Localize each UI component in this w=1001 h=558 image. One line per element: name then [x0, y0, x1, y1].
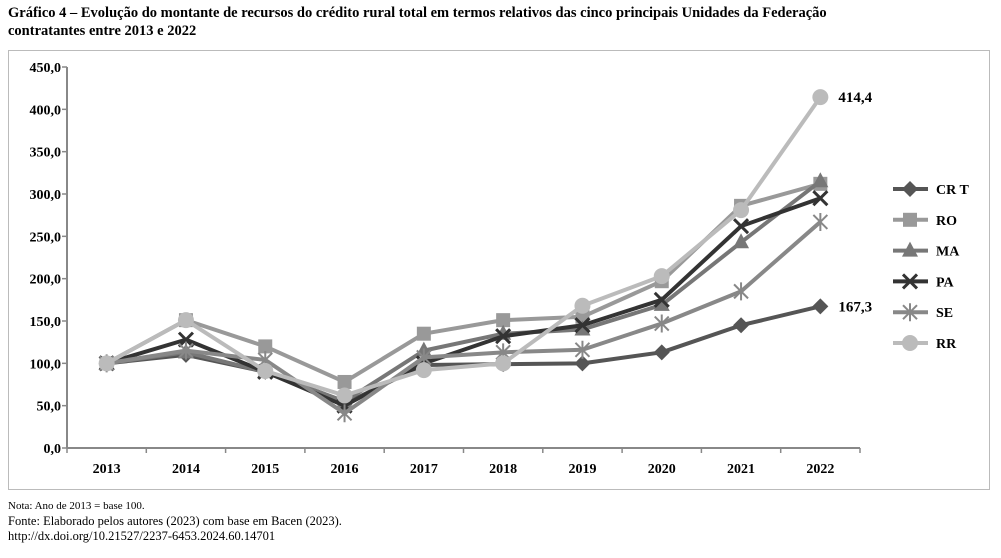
y-tick-label: 200,0: [30, 273, 62, 288]
x-tick-label: 2018: [489, 462, 517, 477]
x-tick-label: 2014: [172, 462, 200, 477]
point-se-2016: [336, 404, 353, 423]
point-rr-2014: [177, 312, 194, 329]
legend-marker-se: [902, 303, 918, 322]
point-crt-2021: [733, 317, 750, 334]
y-tick-label: 100,0: [30, 357, 62, 372]
legend-label-ma: MA: [936, 245, 960, 260]
y-tick-label: 50,0: [37, 400, 62, 415]
point-rr-2015: [257, 362, 274, 379]
point-se-2022: [812, 212, 829, 231]
point-se-2014: [178, 341, 194, 360]
y-tick-label: 250,0: [30, 230, 62, 245]
point-ma-2019: [574, 320, 591, 336]
x-tick-label: 2015: [251, 462, 279, 477]
point-rr-2016: [336, 387, 353, 404]
point-ro-2017: [416, 326, 431, 341]
doi-link[interactable]: http://dx.doi.org/10.21527/2237-6453.202…: [8, 529, 276, 543]
note-text: Nota: Ano de 2013 = base 100.: [8, 500, 145, 512]
point-se-2021: [733, 282, 749, 301]
series-line-ma: [106, 179, 822, 404]
point-ro-2018: [496, 313, 511, 328]
y-tick-label: 300,0: [30, 188, 62, 203]
point-pa-2021: [732, 218, 750, 235]
y-tick-label: 350,0: [30, 146, 62, 161]
point-rr-2022: [812, 89, 829, 106]
series-line-rr: [105, 95, 822, 398]
point-se-2019: [574, 340, 591, 359]
x-tick-label: 2013: [93, 462, 121, 477]
legend-label-crt: CR T: [936, 183, 969, 198]
point-rr-2019: [574, 297, 591, 314]
x-tick-label: 2021: [727, 462, 755, 477]
legend-label-rr: RR: [936, 337, 957, 352]
point-rr-2017: [415, 362, 432, 379]
x-tick-label: 2016: [331, 462, 359, 477]
x-tick-label: 2022: [806, 462, 834, 477]
data-label: 414,4: [838, 90, 872, 106]
point-crt-2019: [574, 355, 591, 372]
point-pa-2019: [574, 317, 591, 334]
point-rr-2021: [733, 202, 750, 219]
legend-label-ro: RO: [936, 214, 957, 229]
point-pa-2014: [177, 331, 195, 348]
point-ro-2016: [337, 374, 352, 389]
chart-frame: [8, 50, 990, 490]
data-label: 167,3: [838, 299, 872, 315]
y-tick-label: 400,0: [30, 103, 62, 118]
chart-title: Gráfico 4 – Evolução do montante de recu…: [8, 5, 827, 39]
point-pa-2020: [653, 291, 670, 308]
point-rr-2018: [495, 355, 512, 372]
x-tick-label: 2020: [648, 462, 676, 477]
point-ro-2015: [258, 339, 273, 354]
x-tick-label: 2019: [568, 462, 596, 477]
point-pa-2018: [495, 328, 512, 345]
point-rr-2013: [98, 355, 115, 372]
point-ma-2021: [733, 233, 750, 249]
legend-marker-rr: [902, 335, 918, 351]
point-ma-2020: [653, 295, 670, 311]
series-line-se: [106, 220, 822, 416]
point-ma-2022: [812, 172, 829, 188]
point-se-2020: [654, 314, 670, 333]
point-rr-2020: [653, 268, 670, 285]
legend-marker-pa: [901, 273, 919, 290]
point-crt-2022: [812, 298, 829, 315]
y-tick-label: 0,0: [44, 442, 62, 457]
legend-marker-crt: [902, 181, 918, 197]
legend-marker-ro: [903, 212, 917, 227]
point-pa-2022: [812, 190, 829, 207]
legend-label-pa: PA: [936, 275, 955, 290]
x-tick-label: 2017: [410, 462, 438, 477]
point-crt-2020: [653, 344, 670, 361]
legend-marker-ma: [902, 241, 918, 257]
source-text: Fonte: Elaborado pelos autores (2023) co…: [8, 514, 342, 528]
legend-label-se: SE: [936, 306, 953, 321]
y-tick-label: 450,0: [30, 61, 62, 76]
y-tick-label: 150,0: [30, 315, 62, 330]
